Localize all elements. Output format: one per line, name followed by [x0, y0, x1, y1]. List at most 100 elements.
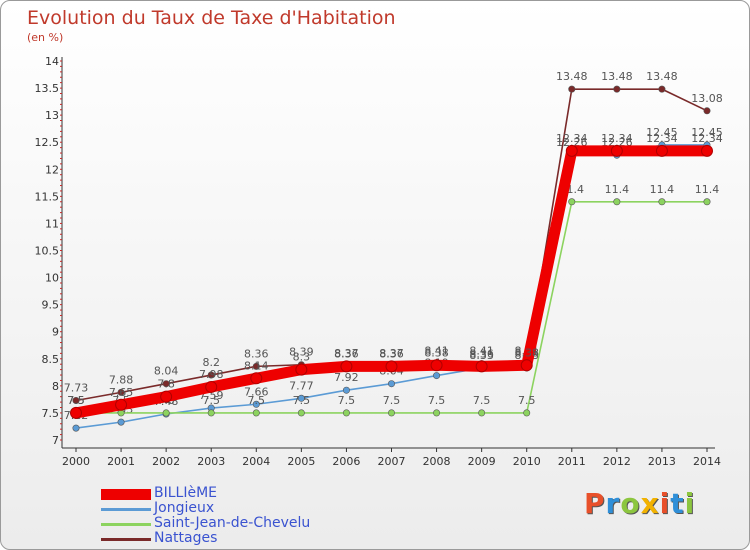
data-label-jongieux: 7.66 — [244, 385, 269, 398]
logo-letter: o — [620, 487, 641, 520]
data-point-billi-me — [475, 360, 488, 373]
data-label-nattages: 13.48 — [646, 70, 678, 83]
data-label-saint-jean-de-chevelu: 7.5 — [428, 394, 446, 407]
data-point-billi-me — [430, 359, 443, 372]
data-point-jongieux — [252, 400, 260, 408]
data-label-nattages: 8.04 — [154, 365, 179, 378]
data-point-billi-me — [295, 363, 308, 376]
data-label-nattages: 7.73 — [64, 381, 89, 394]
data-point-billi-me — [385, 360, 398, 373]
data-label-billi-me: 12.34 — [691, 132, 723, 145]
x-tick-label: 2003 — [197, 455, 225, 468]
data-point-billi-me — [655, 144, 668, 157]
data-label-saint-jean-de-chevelu: 11.4 — [650, 183, 675, 196]
legend-swatch — [101, 489, 151, 500]
y-tick-label: 8.5 — [42, 353, 60, 366]
data-point-billi-me — [160, 390, 173, 403]
data-point-saint-jean-de-chevelu — [703, 198, 711, 206]
x-tick-label: 2002 — [152, 455, 180, 468]
x-tick-label: 2010 — [513, 455, 541, 468]
y-tick-label: 9 — [52, 326, 59, 339]
data-label-nattages: 7.88 — [109, 373, 134, 386]
data-label-saint-jean-de-chevelu: 7.5 — [518, 394, 536, 407]
data-label-nattages: 8.37 — [334, 347, 359, 360]
y-tick-label: 12.5 — [35, 136, 60, 149]
data-label-billi-me: 8.3 — [293, 351, 311, 364]
data-label-jongieux: 7.77 — [289, 379, 314, 392]
x-tick-label: 2009 — [468, 455, 496, 468]
data-point-jongieux — [387, 380, 395, 388]
x-tick-label: 2013 — [648, 455, 676, 468]
y-tick-label: 13 — [45, 109, 59, 122]
x-tick-label: 2011 — [558, 455, 586, 468]
data-label-jongieux: 12.45 — [646, 126, 678, 139]
data-label-jongieux: 12.45 — [691, 126, 723, 139]
data-point-saint-jean-de-chevelu — [523, 409, 531, 417]
data-label-billi-me: 8.38 — [514, 346, 539, 359]
x-tick-label: 2005 — [287, 455, 315, 468]
logo-letter: r — [605, 487, 621, 520]
chart-subtitle: (en %) — [27, 31, 64, 44]
y-tick-label: 7.5 — [42, 407, 60, 420]
legend-swatch — [101, 523, 151, 526]
data-point-saint-jean-de-chevelu — [342, 409, 350, 417]
data-point-nattages — [162, 380, 170, 388]
y-tick-label: 9.5 — [42, 299, 60, 312]
y-tick-label: 11 — [45, 217, 59, 230]
data-point-jongieux — [72, 424, 80, 432]
data-point-nattages — [72, 396, 80, 404]
data-label-saint-jean-de-chevelu: 7.5 — [473, 394, 491, 407]
data-label-billi-me: 8.38 — [424, 346, 449, 359]
data-label-saint-jean-de-chevelu: 11.4 — [605, 183, 630, 196]
y-tick-label: 14 — [45, 55, 59, 68]
data-label-jongieux: 7.92 — [334, 371, 359, 384]
data-point-saint-jean-de-chevelu — [252, 409, 260, 417]
data-point-billi-me — [205, 380, 218, 393]
data-label-billi-me: 7.8 — [157, 378, 175, 391]
data-label-nattages: 8.41 — [469, 345, 494, 358]
legend-label: Nattages — [154, 530, 218, 546]
data-label-saint-jean-de-chevelu: 7.5 — [293, 394, 311, 407]
x-tick-label: 2012 — [603, 455, 631, 468]
y-tick-label: 11.5 — [35, 190, 60, 203]
data-label-nattages: 13.48 — [556, 70, 588, 83]
data-point-nattages — [207, 371, 215, 379]
x-tick-label: 2004 — [242, 455, 270, 468]
data-point-saint-jean-de-chevelu — [162, 409, 170, 417]
legend-label: BILLIèME — [154, 485, 217, 501]
y-tick-label: 12 — [45, 163, 59, 176]
y-tick-label: 8 — [52, 380, 59, 393]
data-point-jongieux — [117, 418, 125, 426]
data-label-jongieux: 8.33 — [469, 349, 494, 362]
data-point-nattages — [613, 85, 621, 93]
data-label-billi-me: 8.36 — [334, 347, 359, 360]
data-label-nattages: 8.41 — [424, 345, 449, 358]
data-point-billi-me — [115, 398, 128, 411]
data-label-nattages: 13.08 — [691, 92, 723, 105]
logo-letter: i — [684, 487, 696, 520]
x-tick-label: 2006 — [332, 455, 360, 468]
data-label-saint-jean-de-chevelu: 7.5 — [338, 394, 356, 407]
data-point-nattages — [568, 85, 576, 93]
data-point-billi-me — [610, 144, 623, 157]
data-label-saint-jean-de-chevelu: 7.5 — [67, 394, 85, 407]
chart-title: Evolution du Taux de Taxe d'Habitation — [27, 7, 396, 29]
data-point-jongieux — [433, 372, 441, 380]
data-label-saint-jean-de-chevelu: 7.5 — [383, 394, 401, 407]
legend-label: Jongieux — [154, 500, 215, 516]
data-point-billi-me — [340, 360, 353, 373]
data-label-nattages: 8.37 — [379, 347, 404, 360]
data-label-saint-jean-de-chevelu: 7.5 — [202, 394, 220, 407]
y-tick-label: 10.5 — [35, 245, 60, 258]
data-point-billi-me — [701, 144, 713, 157]
data-label-saint-jean-de-chevelu: 7.5 — [248, 394, 266, 407]
data-label-nattages: 8.2 — [202, 356, 220, 369]
data-point-nattages — [252, 362, 260, 370]
proxiti-logo: Proxiti — [584, 487, 695, 520]
data-point-saint-jean-de-chevelu — [433, 409, 441, 417]
data-point-saint-jean-de-chevelu — [297, 409, 305, 417]
x-tick-label: 2014 — [693, 455, 721, 468]
legend-swatch — [101, 508, 151, 511]
